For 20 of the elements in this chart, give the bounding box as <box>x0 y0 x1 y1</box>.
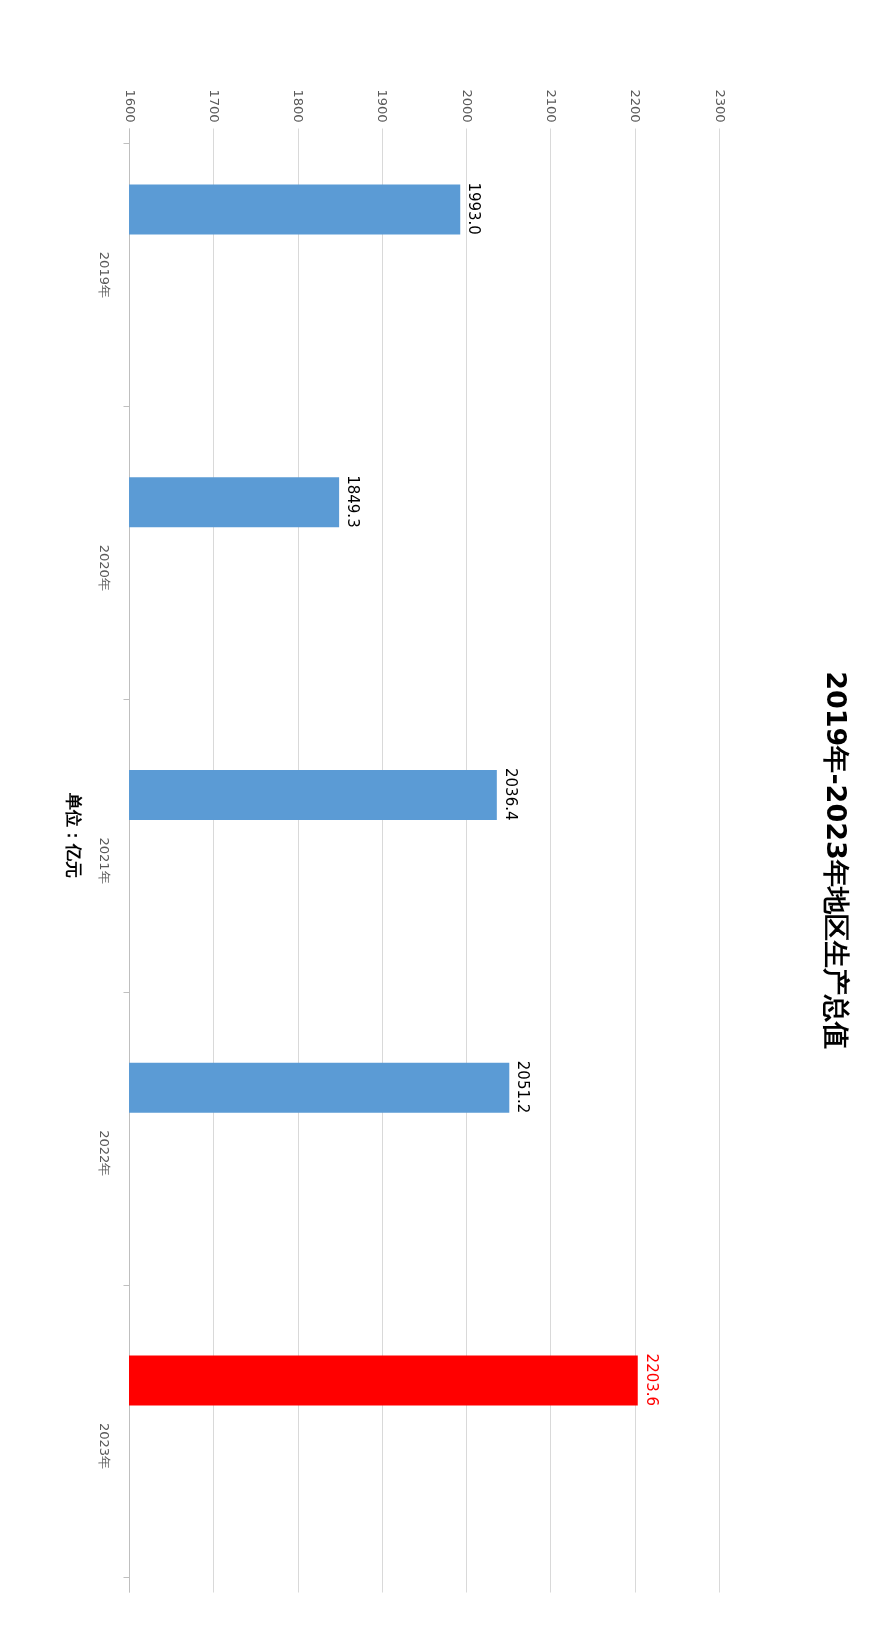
y-tick-label: 2020年 <box>96 544 112 591</box>
y-tick-label: 2023年 <box>96 1423 112 1470</box>
y-tick-label: 2021年 <box>96 837 112 884</box>
x-tick-label: 2000 <box>459 89 475 123</box>
x-tick-label: 2300 <box>712 89 728 123</box>
x-tick-label: 2200 <box>628 89 644 123</box>
x-tick-label: 1600 <box>122 89 138 123</box>
data-label: 2036.4 <box>501 768 520 821</box>
data-label: 1993.0 <box>465 182 484 235</box>
data-label: 1849.3 <box>344 475 363 528</box>
data-label: 2051.2 <box>514 1060 533 1114</box>
text: 2019年-2023年地区生产总值 <box>821 671 852 1049</box>
text: 单位：亿元 <box>64 791 84 878</box>
x-tick-label: 1700 <box>206 89 222 123</box>
x-tick-label: 1900 <box>375 89 391 123</box>
y-tick-label: 2019年 <box>96 251 112 298</box>
y-tick-label: 2022年 <box>96 1130 112 1177</box>
x-tick-label: 2100 <box>543 89 559 123</box>
x-tick-label: 1800 <box>291 89 307 123</box>
data-label: 2203.6 <box>642 1353 661 1407</box>
